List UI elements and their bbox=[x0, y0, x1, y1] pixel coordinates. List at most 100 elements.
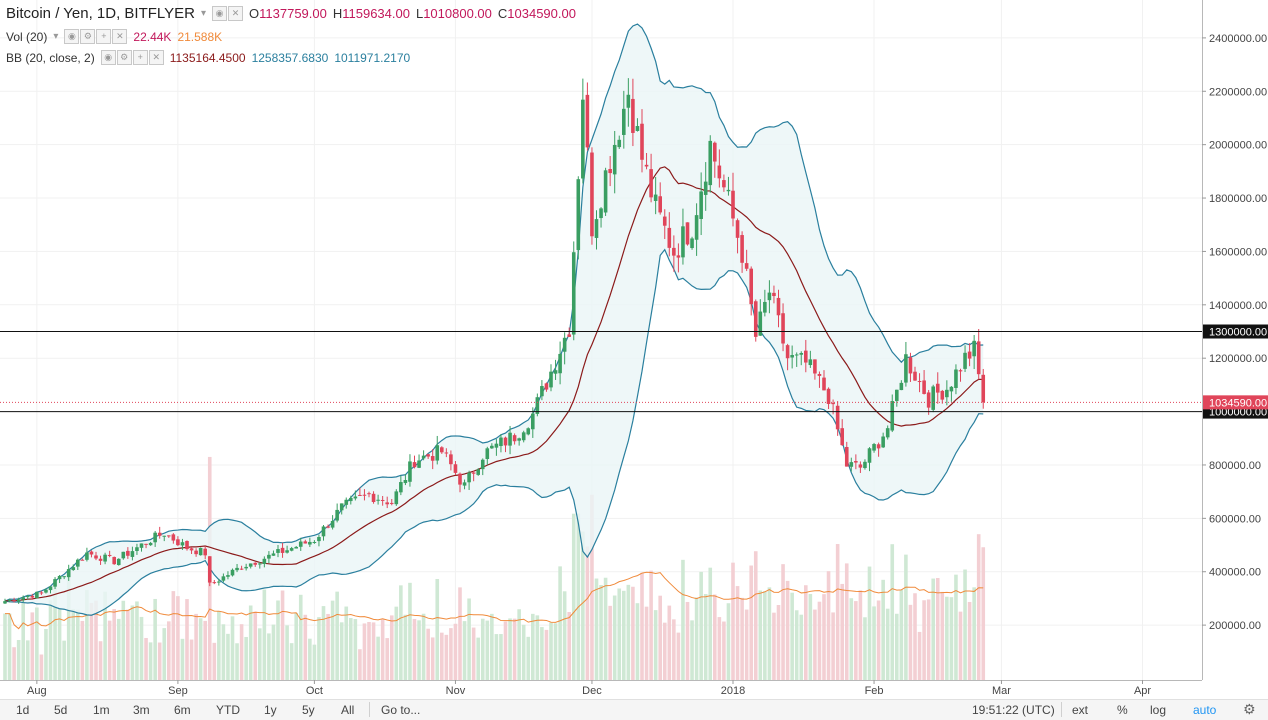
volume-label[interactable]: Vol (20) bbox=[6, 30, 47, 44]
candle bbox=[526, 428, 530, 434]
candle bbox=[777, 298, 781, 315]
volume-bar bbox=[131, 606, 135, 680]
candle bbox=[959, 370, 963, 371]
x-tick-label: Nov bbox=[446, 685, 466, 697]
candle bbox=[545, 383, 549, 389]
timeframe-all[interactable]: All bbox=[341, 703, 354, 717]
timeframe-5d[interactable]: 5d bbox=[54, 703, 67, 717]
chevron-down-icon[interactable]: ▾ bbox=[53, 31, 58, 42]
eye-icon[interactable]: ◉ bbox=[101, 50, 116, 65]
candle bbox=[472, 472, 476, 473]
candle bbox=[21, 597, 25, 599]
candle bbox=[963, 353, 967, 369]
close-icon[interactable]: ✕ bbox=[112, 29, 127, 44]
auto-toggle[interactable]: auto bbox=[1193, 703, 1216, 717]
candle bbox=[627, 95, 631, 108]
candle bbox=[877, 444, 881, 448]
candle bbox=[581, 100, 585, 179]
symbol-title[interactable]: Bitcoin / Yen, 1D, BITFLYER bbox=[6, 5, 195, 22]
volume-bar bbox=[222, 624, 226, 680]
volume-bar bbox=[8, 614, 12, 680]
timeframe-6m[interactable]: 6m bbox=[174, 703, 191, 717]
volume-bar bbox=[231, 616, 235, 680]
candle bbox=[495, 444, 499, 448]
candle bbox=[490, 446, 494, 449]
volume-bar bbox=[340, 622, 344, 680]
candle bbox=[126, 551, 130, 556]
volume-bar bbox=[727, 603, 731, 680]
candle bbox=[831, 403, 835, 404]
candle bbox=[868, 448, 872, 462]
bb-label[interactable]: BB (20, close, 2) bbox=[6, 51, 95, 65]
volume-bar bbox=[868, 567, 872, 680]
volume-bar bbox=[645, 607, 649, 680]
timeframe-1m[interactable]: 1m bbox=[93, 703, 110, 717]
volume-bar bbox=[586, 546, 590, 680]
candle bbox=[954, 370, 958, 388]
timeframe-5y[interactable]: 5y bbox=[302, 703, 315, 717]
candle bbox=[900, 383, 904, 390]
volume-bar bbox=[790, 593, 794, 680]
candle bbox=[285, 550, 289, 552]
volume-bar bbox=[686, 602, 690, 680]
horizontal-line-label: 1300000.00 bbox=[1209, 327, 1267, 339]
candle bbox=[85, 553, 89, 560]
chevron-down-icon[interactable]: ▾ bbox=[201, 8, 206, 19]
volume-bar bbox=[508, 618, 512, 680]
volume-bar bbox=[185, 599, 189, 680]
gear-icon[interactable]: ⚙ bbox=[117, 50, 132, 65]
timeframe-1d[interactable]: 1d bbox=[16, 703, 29, 717]
volume-bar bbox=[927, 599, 931, 680]
x-tick-label: 2018 bbox=[721, 685, 745, 697]
goto-button[interactable]: Go to... bbox=[381, 703, 420, 717]
candle bbox=[677, 255, 681, 257]
gear-icon[interactable]: ⚙ bbox=[80, 29, 95, 44]
ext-toggle[interactable]: ext bbox=[1072, 703, 1088, 717]
volume-bar bbox=[199, 618, 203, 680]
volume-bar bbox=[613, 596, 617, 680]
volume-bar bbox=[326, 614, 330, 680]
gear-icon[interactable]: ⚙ bbox=[1243, 701, 1256, 718]
volume-bar bbox=[972, 587, 976, 680]
candle bbox=[376, 500, 380, 501]
candle bbox=[731, 191, 735, 219]
timeframe-1y[interactable]: 1y bbox=[264, 703, 277, 717]
volume-bar bbox=[977, 534, 981, 680]
plus-icon[interactable]: + bbox=[96, 29, 111, 44]
close-icon[interactable]: ✕ bbox=[149, 50, 164, 65]
timeframe-3m[interactable]: 3m bbox=[133, 703, 150, 717]
volume-bar bbox=[99, 641, 103, 680]
candle bbox=[149, 543, 153, 545]
eye-icon[interactable]: ◉ bbox=[212, 6, 227, 21]
open-label: O bbox=[249, 6, 259, 21]
volume-bar bbox=[890, 544, 894, 680]
close-icon[interactable]: ✕ bbox=[228, 6, 243, 21]
candle bbox=[253, 563, 257, 565]
log-toggle[interactable]: log bbox=[1150, 703, 1166, 717]
volume-bar bbox=[872, 606, 876, 680]
candle bbox=[226, 575, 230, 577]
candle bbox=[913, 372, 917, 381]
candle bbox=[554, 370, 558, 374]
volume-bar bbox=[12, 647, 16, 680]
timeframe-ytd[interactable]: YTD bbox=[216, 703, 240, 717]
candle bbox=[577, 179, 581, 250]
percent-toggle[interactable]: % bbox=[1117, 703, 1128, 717]
y-tick-label: 1200000.00 bbox=[1209, 353, 1267, 365]
volume-bar bbox=[372, 622, 376, 680]
toolbar-divider bbox=[369, 702, 370, 717]
candle bbox=[395, 491, 399, 504]
candle bbox=[272, 553, 276, 555]
eye-icon[interactable]: ◉ bbox=[64, 29, 79, 44]
price-chart[interactable]: 200000.00 400000.00 600000.00 800000.00 1000… bbox=[0, 0, 1268, 699]
volume-bar bbox=[745, 610, 749, 680]
series-controls: ◉ ✕ bbox=[212, 6, 243, 21]
candle bbox=[508, 433, 512, 446]
candle bbox=[122, 552, 126, 559]
candle bbox=[326, 526, 330, 527]
plus-icon[interactable]: + bbox=[133, 50, 148, 65]
volume-bar bbox=[244, 637, 248, 680]
volume-bar bbox=[627, 585, 631, 680]
candle bbox=[199, 548, 203, 555]
volume-bar bbox=[786, 581, 790, 680]
